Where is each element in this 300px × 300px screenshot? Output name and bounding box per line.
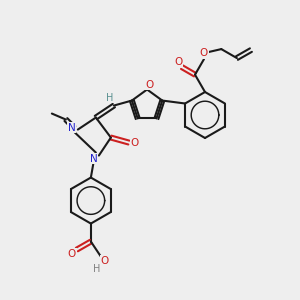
Text: O: O xyxy=(145,80,153,89)
Text: O: O xyxy=(200,48,208,58)
Text: N: N xyxy=(90,154,98,164)
Text: H: H xyxy=(106,93,114,103)
Text: N: N xyxy=(68,123,76,133)
Text: O: O xyxy=(101,256,109,266)
Text: O: O xyxy=(174,57,182,67)
Text: H: H xyxy=(93,264,100,274)
Text: O: O xyxy=(68,249,76,259)
Text: O: O xyxy=(131,138,139,148)
